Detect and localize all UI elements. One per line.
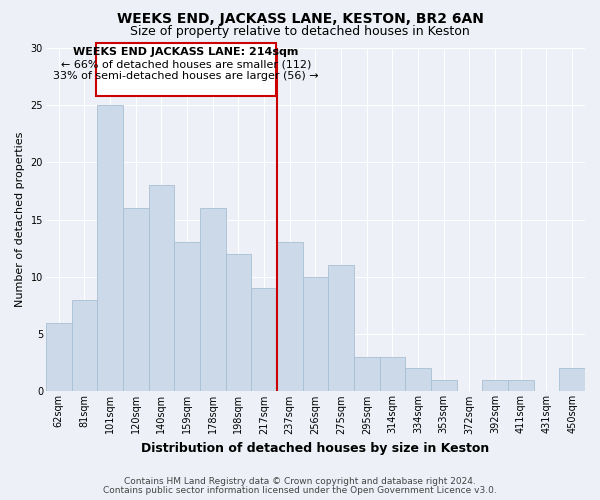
Bar (405, 368, 431, 392)
Y-axis label: Number of detached properties: Number of detached properties (15, 132, 25, 307)
Text: Size of property relative to detached houses in Keston: Size of property relative to detached ho… (130, 25, 470, 38)
Bar (200, 208, 226, 392)
Bar (46, 322, 71, 392)
Text: WEEKS END JACKASS LANE: 214sqm: WEEKS END JACKASS LANE: 214sqm (73, 47, 299, 57)
Bar (508, 380, 533, 392)
FancyBboxPatch shape (96, 43, 277, 96)
Bar (559, 368, 585, 392)
Bar (174, 242, 200, 392)
Text: ← 66% of detached houses are smaller (112): ← 66% of detached houses are smaller (11… (61, 59, 311, 69)
Bar (149, 185, 174, 392)
Text: Contains HM Land Registry data © Crown copyright and database right 2024.: Contains HM Land Registry data © Crown c… (124, 477, 476, 486)
Bar (97, 105, 123, 392)
Bar (328, 266, 354, 392)
Bar (123, 208, 149, 392)
Bar (226, 254, 251, 392)
Bar (251, 288, 277, 392)
Text: Contains public sector information licensed under the Open Government Licence v3: Contains public sector information licen… (103, 486, 497, 495)
Bar (302, 277, 328, 392)
Bar (380, 357, 405, 392)
Text: 33% of semi-detached houses are larger (56) →: 33% of semi-detached houses are larger (… (53, 71, 319, 81)
Bar (354, 357, 380, 392)
Bar (431, 380, 457, 392)
Bar (71, 300, 97, 392)
Bar (482, 380, 508, 392)
X-axis label: Distribution of detached houses by size in Keston: Distribution of detached houses by size … (141, 442, 490, 455)
Text: WEEKS END, JACKASS LANE, KESTON, BR2 6AN: WEEKS END, JACKASS LANE, KESTON, BR2 6AN (116, 12, 484, 26)
Bar (277, 242, 302, 392)
